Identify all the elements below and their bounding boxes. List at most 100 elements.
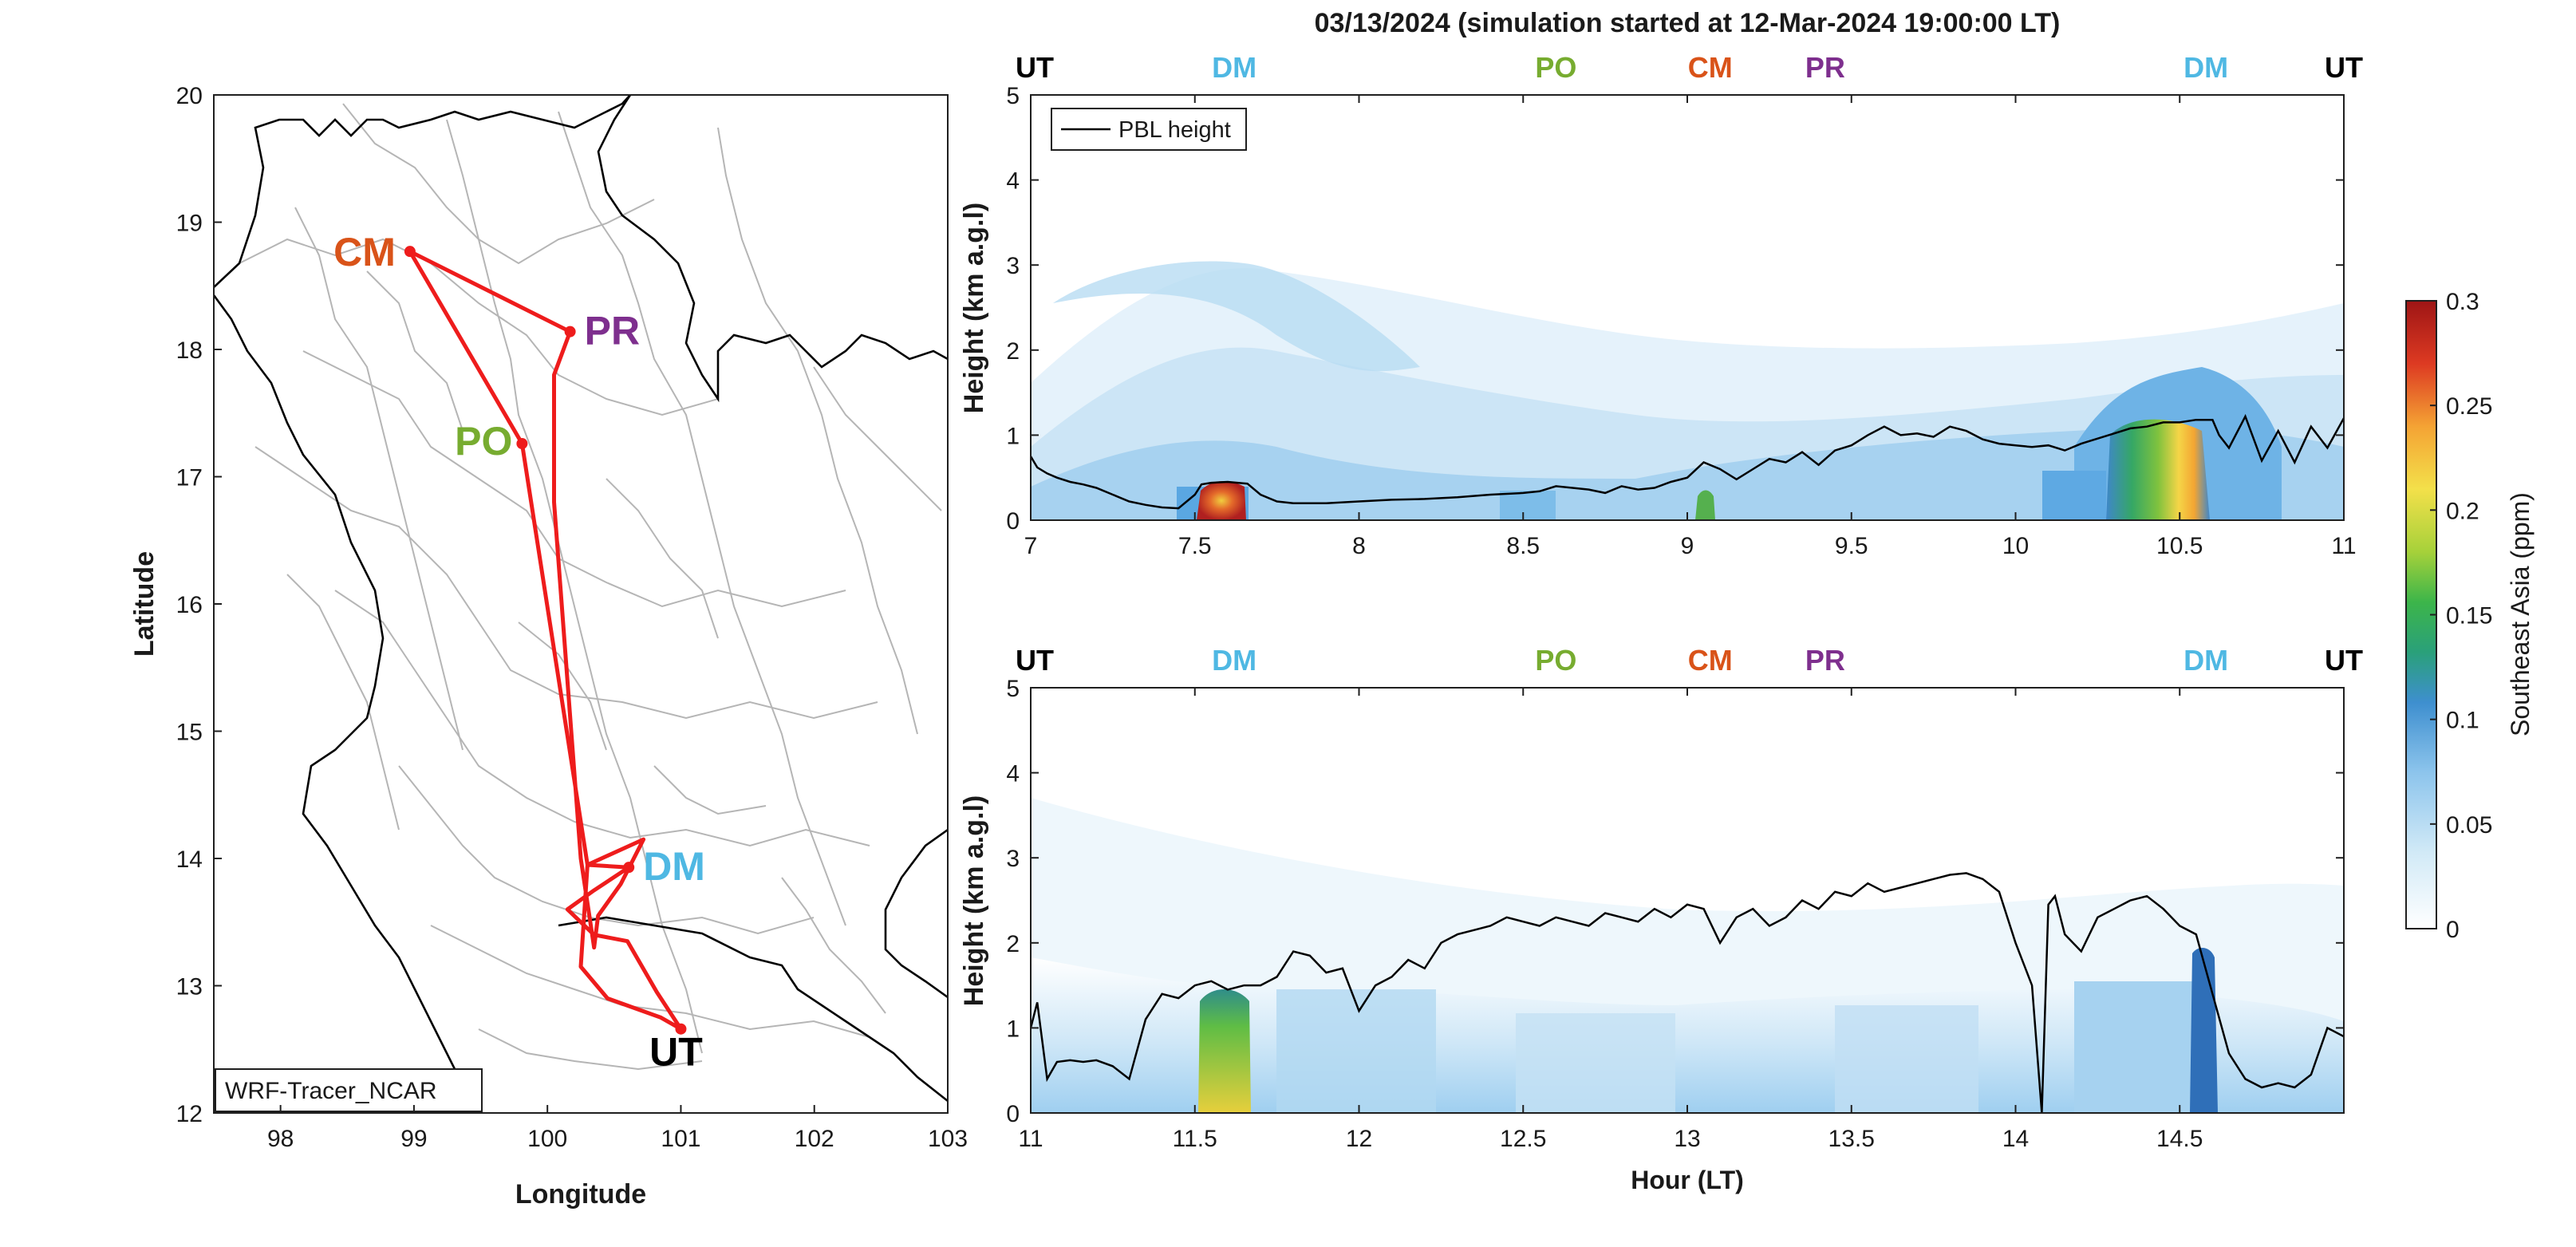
- model-label-box: WRF-Tracer_NCAR: [215, 1068, 483, 1112]
- panel-bottom-x-tick-label: 14: [2002, 1126, 2029, 1152]
- colorbar-tick-label: 0.2: [2446, 498, 2479, 524]
- panel-bottom-site-labels: UT DM PO CM PR DM UT: [1016, 644, 2363, 677]
- site-label-dm: DM: [643, 844, 705, 889]
- site-label-cm: CM: [333, 230, 396, 274]
- panel-bottom-site-label-dm: DM: [1212, 644, 1256, 677]
- panel-bottom-x-tick-label: 11: [1018, 1126, 1043, 1152]
- map-x-ticks: 98 99 100 101 102 103: [267, 1105, 968, 1152]
- map-x-tick-label: 101: [661, 1126, 700, 1152]
- panel-bottom-site-label-ut: UT: [1016, 644, 1054, 677]
- panel-top-site-label-po: PO: [1535, 51, 1576, 84]
- panel-top-x-tick-label: 8.5: [1506, 533, 1540, 559]
- map-x-tick-label: 103: [928, 1126, 968, 1152]
- panel-bottom-x-tick-label: 13.5: [1828, 1126, 1875, 1152]
- panel-bottom-y-tick-label: 1: [1006, 1016, 1020, 1042]
- map-y-tick-label: 17: [176, 465, 203, 491]
- site-marker-pr: [564, 326, 576, 337]
- map-x-tick-label: 100: [527, 1126, 567, 1152]
- country-boundaries: [214, 95, 948, 1113]
- map-y-tick-label: 16: [176, 592, 203, 618]
- pbl-line-top: [1031, 413, 2344, 510]
- panel-top-x-ticks: 7 7.5 8 8.5 9 9.5 10 10.5 11: [1024, 95, 2357, 559]
- map-xlabel: Longitude: [515, 1179, 646, 1210]
- map-x-tick-label: 102: [795, 1126, 834, 1152]
- colorbar-tick-label: 0.15: [2446, 603, 2492, 629]
- colorbar-tick-label: 0.05: [2446, 812, 2492, 839]
- province-boundaries: [239, 103, 942, 1071]
- panel-bottom-y-ticks: 0 1 2 3 4 5: [1006, 676, 2344, 1127]
- panel-top: PBL height 7 7.5 8 8.5 9 9.5 10 10.5 11 0 1 2 3 4 5 U…: [959, 51, 2363, 559]
- panel-bottom-ylabel: Height (km a.g.l): [959, 795, 989, 1006]
- panel-bottom-site-label-cm: CM: [1688, 644, 1733, 677]
- site-marker-dm: [623, 862, 635, 874]
- panel-bottom-x-tick-label: 13: [1674, 1126, 1700, 1152]
- map-y-tick-label: 18: [176, 337, 203, 364]
- map-ylabel: Latitude: [129, 551, 160, 657]
- panel-bottom-x-tick-label: 11.5: [1173, 1126, 1217, 1152]
- panel-bottom-y-tick-label: 3: [1006, 846, 1020, 872]
- site-label-po: PO: [455, 419, 512, 464]
- panel-top-site-label-ut: UT: [1016, 51, 1054, 84]
- legend-label: PBL height: [1118, 117, 1231, 143]
- site-label-ut: UT: [649, 1030, 703, 1075]
- panel-top-y-tick-label: 3: [1006, 253, 1020, 279]
- site-label-pr: PR: [585, 309, 640, 353]
- figure-title: 03/13/2024 (simulation started at 12-Mar…: [1315, 8, 2061, 38]
- panel-bottom-site-label-ut: UT: [2325, 644, 2363, 677]
- panel-bottom-x-tick-label: 14.5: [2156, 1126, 2203, 1152]
- map-y-tick-label: 15: [176, 720, 203, 746]
- panel-top-site-label-pr: PR: [1805, 51, 1845, 84]
- site-marker-po: [516, 438, 528, 450]
- panel-bottom-xlabel: Hour (LT): [1631, 1166, 1744, 1194]
- site-marker-ut: [675, 1023, 687, 1035]
- panel-top-x-tick-label: 9.5: [1835, 533, 1868, 559]
- panel-bottom-y-tick-label: 2: [1006, 931, 1020, 957]
- colorbar-tick-label: 0.25: [2446, 393, 2492, 420]
- panel-top-x-tick-label: 8: [1352, 533, 1366, 559]
- pbl-legend: PBL height: [1051, 108, 1247, 151]
- panel-bottom-x-ticks: 11 11.5 12 12.5 13 13.5 14 14.5: [1018, 688, 2203, 1152]
- panel-bottom-site-label-pr: PR: [1805, 644, 1845, 677]
- panel-bottom-y-tick-label: 5: [1006, 676, 1020, 702]
- panel-top-site-label-dm: DM: [2183, 51, 2228, 84]
- panel-top-field: [1031, 261, 2344, 520]
- site-markers: [404, 246, 687, 1035]
- panel-bottom-field: [1031, 798, 2344, 1113]
- colorbar-tick-label: 0: [2446, 917, 2460, 943]
- panel-top-x-tick-label: 11: [2331, 533, 2356, 559]
- pbl-line-bottom: [1031, 872, 2344, 1113]
- panel-bottom-x-tick-label: 12: [1346, 1126, 1372, 1152]
- map-panel: CM PR PO DM UT WRF-Tracer_NCAR 98 99 100 101 102…: [129, 83, 968, 1210]
- colorbar: 0 0.05 0.1 0.15 0.2 0.25 0.3 Southeast Asia (p…: [2405, 289, 2535, 943]
- panel-top-y-tick-label: 4: [1006, 168, 1020, 195]
- colorbar-tick-label: 0.1: [2446, 708, 2479, 734]
- site-marker-cm: [404, 246, 416, 258]
- panel-top-site-label-dm: DM: [1212, 51, 1256, 84]
- map-y-ticks: 12 13 14 15 16 17 18 19 20: [176, 83, 222, 1127]
- panel-top-x-tick-label: 7: [1024, 533, 1038, 559]
- panel-top-ylabel: Height (km a.g.l): [959, 203, 989, 413]
- panel-top-y-tick-label: 5: [1006, 83, 1020, 109]
- map-y-tick-label: 19: [176, 211, 203, 237]
- map-y-tick-label: 14: [176, 846, 203, 873]
- panel-bottom-site-label-po: PO: [1535, 644, 1576, 677]
- panel-top-x-tick-label: 7.5: [1178, 533, 1212, 559]
- colorbar-tick-label: 0.3: [2446, 289, 2479, 315]
- panel-top-y-ticks: 0 1 2 3 4 5: [1006, 83, 2344, 535]
- colorbar-ticks: 0 0.05 0.1 0.15 0.2 0.25 0.3: [2430, 289, 2492, 943]
- site-labels: CM PR PO DM UT: [333, 230, 705, 1075]
- panel-top-x-tick-label: 9: [1681, 533, 1694, 559]
- panel-top-y-tick-label: 2: [1006, 338, 1020, 365]
- panel-bottom-site-label-dm: DM: [2183, 644, 2228, 677]
- field-route-line: [408, 249, 683, 1031]
- panel-top-site-labels: UT DM PO CM PR DM UT: [1016, 51, 2363, 84]
- panel-bottom-y-tick-label: 4: [1006, 761, 1020, 787]
- colorbar-label: Southeast Asia (ppm): [2506, 492, 2535, 736]
- panel-top-x-tick-label: 10: [2002, 533, 2029, 559]
- map-x-tick-label: 98: [267, 1126, 294, 1152]
- panel-top-site-label-ut: UT: [2325, 51, 2363, 84]
- map-x-tick-label: 99: [400, 1126, 427, 1152]
- panel-top-y-tick-label: 0: [1006, 508, 1020, 535]
